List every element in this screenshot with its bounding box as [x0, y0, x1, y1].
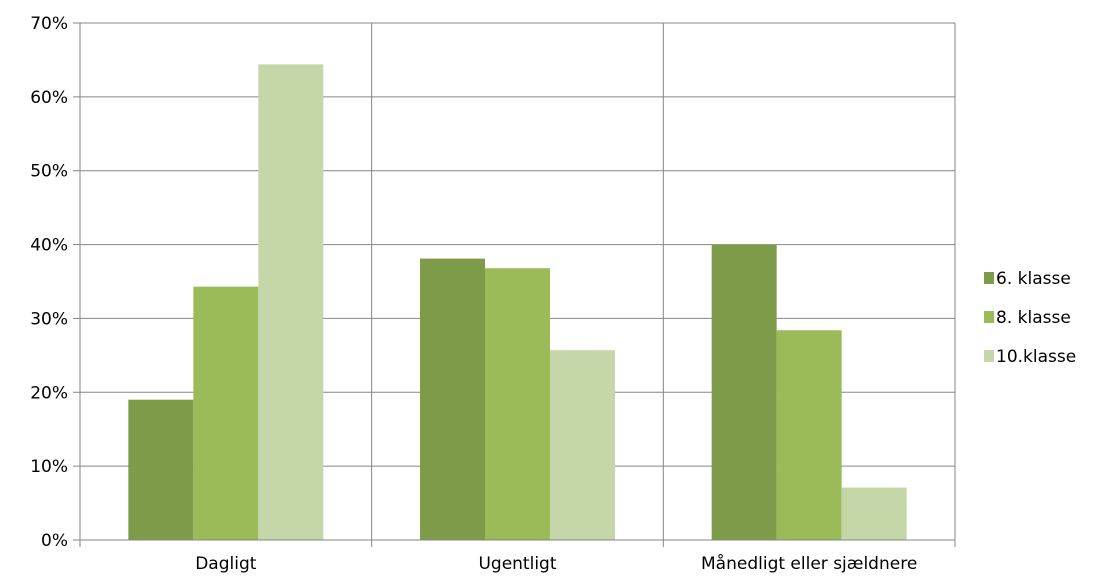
legend-swatch-3 — [984, 350, 994, 362]
legend-label-1: 6. klasse — [996, 269, 1071, 289]
bar-3-1 — [258, 64, 324, 541]
y-tick-label: 40% — [30, 236, 68, 256]
x-category-label: Månedligt eller sjældnere — [701, 553, 917, 574]
x-category-labels: Dagligt Ugentligt Månedligt eller sjældner… — [195, 553, 917, 574]
axes — [73, 22, 956, 547]
bar-1-1 — [128, 399, 194, 540]
bar-1-2 — [420, 258, 485, 540]
bar-1-3 — [711, 244, 777, 541]
y-tick-labels: 0% 10% 20% 30% 40% 50% 60% 70% — [30, 14, 68, 551]
bar-2-1 — [193, 286, 259, 540]
legend-label-3: 10.klasse — [996, 347, 1076, 367]
bar-3-2 — [550, 350, 615, 540]
legend-label-2: 8. klasse — [996, 308, 1071, 328]
bar-2-2 — [485, 268, 550, 540]
y-tick-label: 10% — [30, 457, 68, 477]
bars — [128, 64, 907, 541]
bar-2-3 — [776, 330, 842, 540]
x-category-label: Ugentligt — [478, 554, 556, 574]
legend-swatch-2 — [984, 311, 994, 323]
y-tick-label: 20% — [30, 383, 68, 403]
bar-3-3 — [841, 487, 907, 540]
y-tick-label: 30% — [30, 309, 68, 329]
y-tick-label: 70% — [30, 14, 68, 34]
y-tick-label: 60% — [30, 88, 68, 108]
x-category-label: Dagligt — [195, 554, 257, 574]
legend: 6. klasse 8. klasse 10.klasse — [984, 269, 1076, 367]
legend-swatch-1 — [984, 272, 994, 284]
y-tick-label: 50% — [30, 162, 68, 182]
y-tick-label: 0% — [41, 531, 68, 551]
